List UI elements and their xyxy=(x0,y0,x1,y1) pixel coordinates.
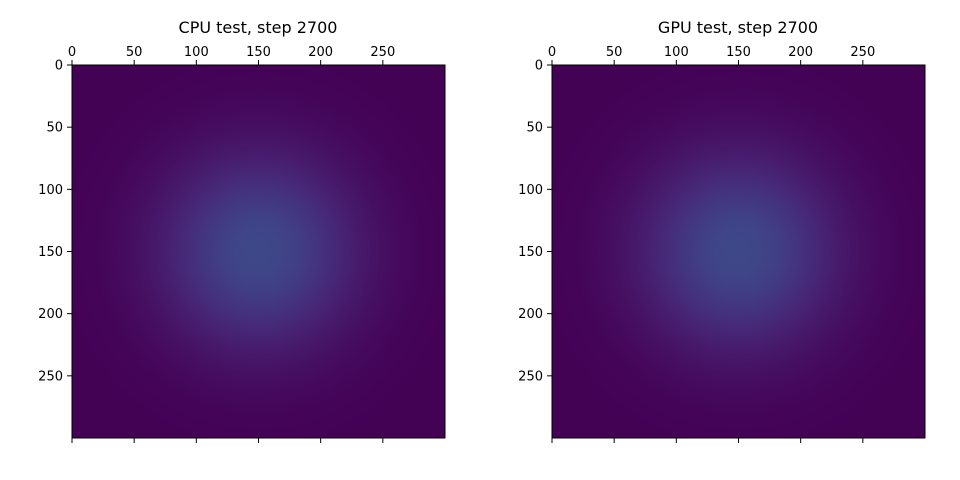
gpu-bottom-ticks xyxy=(551,438,864,443)
gpu-heatmap-panel: GPU test, step 2700 0 50 100 150 200 250 0 50 1… xyxy=(518,18,926,443)
cpu-x-tick-label: 250 xyxy=(370,45,395,60)
gpu-heatmap-field xyxy=(552,65,925,438)
cpu-y-tick-label: 0 xyxy=(55,59,63,74)
gpu-y-axis: 0 50 100 150 200 250 xyxy=(518,59,552,384)
cpu-heatmap-panel: CPU test, step 2700 0 50 100 150 200 250 0 50 1… xyxy=(38,18,446,443)
gpu-x-tick-label: 100 xyxy=(664,45,689,60)
cpu-x-tick-label: 200 xyxy=(308,45,333,60)
gpu-x-tick-label: 50 xyxy=(606,45,623,60)
cpu-y-tick-label: 100 xyxy=(38,183,63,198)
gpu-y-tick-label: 50 xyxy=(526,121,543,136)
cpu-chart-title: CPU test, step 2700 xyxy=(179,18,338,37)
cpu-y-tick-label: 200 xyxy=(38,307,63,322)
gpu-y-tick-label: 250 xyxy=(518,369,543,384)
cpu-x-tick-label: 0 xyxy=(68,45,76,60)
cpu-x-tick-label: 50 xyxy=(126,45,143,60)
cpu-y-tick-label: 250 xyxy=(38,369,63,384)
gpu-chart-title: GPU test, step 2700 xyxy=(658,18,818,37)
gpu-x-tick-label: 200 xyxy=(788,45,813,60)
gpu-y-tick-label: 0 xyxy=(535,59,543,74)
cpu-y-axis: 0 50 100 150 200 250 xyxy=(38,59,72,384)
gpu-x-tick-label: 150 xyxy=(726,45,751,60)
cpu-x-axis: 0 50 100 150 200 250 xyxy=(68,45,395,65)
cpu-y-tick-label: 150 xyxy=(38,245,63,260)
gpu-x-tick-label: 250 xyxy=(850,45,875,60)
gpu-x-axis: 0 50 100 150 200 250 xyxy=(548,45,875,65)
cpu-bottom-ticks xyxy=(71,438,384,443)
gpu-y-tick-label: 100 xyxy=(518,183,543,198)
cpu-y-tick-label: 50 xyxy=(46,121,63,136)
cpu-x-tick-label: 150 xyxy=(246,45,271,60)
gpu-y-tick-label: 150 xyxy=(518,245,543,260)
gpu-y-tick-label: 200 xyxy=(518,307,543,322)
cpu-x-tick-label: 100 xyxy=(184,45,209,60)
cpu-heatmap-field xyxy=(72,65,445,438)
gpu-x-tick-label: 0 xyxy=(548,45,556,60)
